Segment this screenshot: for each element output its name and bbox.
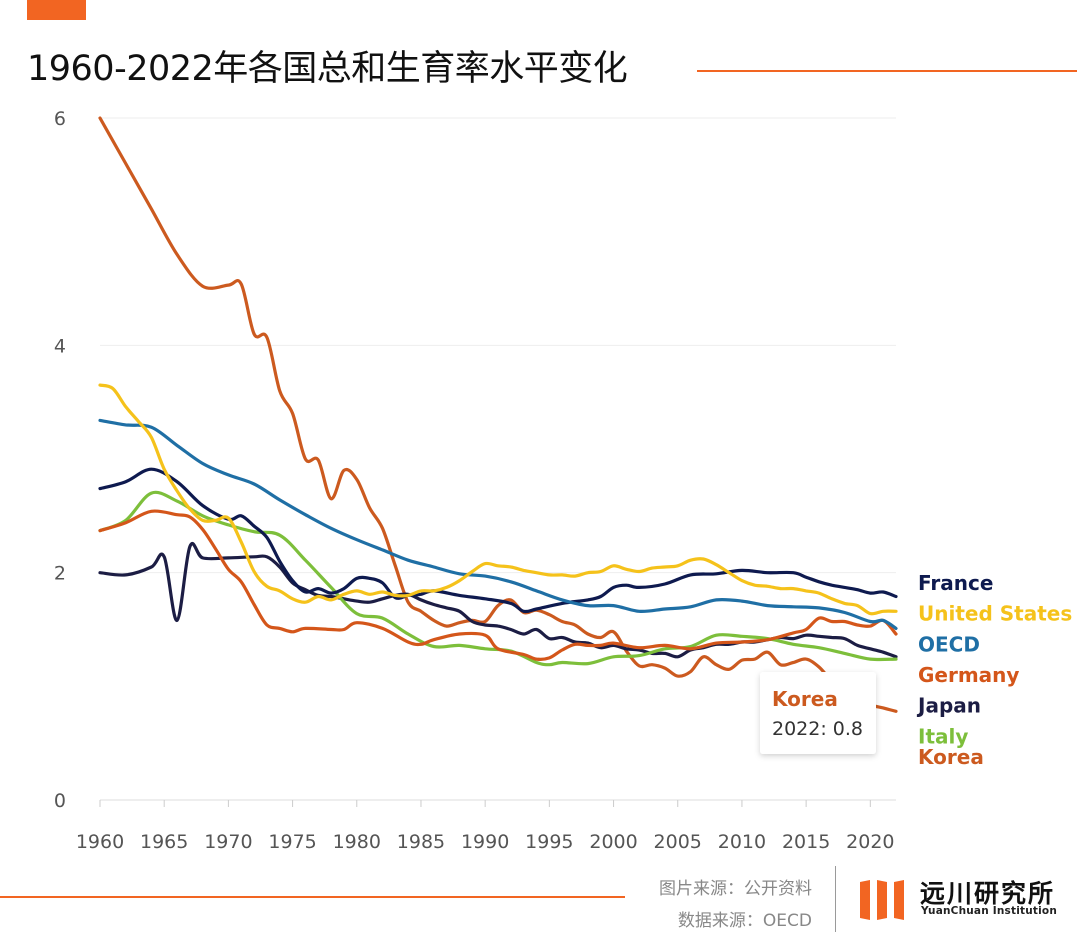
end-label-korea: Korea: [918, 745, 984, 769]
tooltip-series-name: Korea: [772, 687, 838, 711]
series-line-korea[interactable]: [98, 116, 898, 713]
fertility-line-chart: 0 2 4 6 1960 1965 1970 1975 1980 1985 1990 1995 2000…: [54, 108, 1072, 853]
series-line-oecd[interactable]: [98, 418, 898, 630]
tooltip[interactable]: Korea 2022: 0.8: [760, 672, 876, 754]
x-tick-label: 1995: [525, 831, 573, 853]
x-tick-label: 2020: [846, 831, 894, 853]
logo-en-text: YuanChuan Institution: [921, 905, 1057, 917]
footer-divider: [835, 866, 836, 932]
x-tick-label: 1960: [76, 831, 124, 853]
y-tick-label: 4: [54, 335, 66, 357]
logo-mark-icon: [860, 880, 904, 920]
tooltip-value: 2022: 0.8: [772, 718, 863, 740]
end-labels: France United States OECD Germany Japan Italy…: [916, 571, 1072, 769]
y-tick-label: 2: [54, 563, 66, 585]
series-line-france[interactable]: [98, 467, 898, 614]
axes: 0 2 4 6 1960 1965 1970 1975 1980 1985 1990 1995 2000…: [54, 108, 896, 853]
x-tick-label: 1985: [397, 831, 445, 853]
title-rule: [697, 70, 1077, 72]
accent-block: [27, 0, 86, 20]
x-tick-label: 2010: [718, 831, 766, 853]
x-tick-label: 2015: [782, 831, 830, 853]
x-tick-label: 1975: [268, 831, 316, 853]
x-tick-label: 2000: [589, 831, 637, 853]
end-label-united-states: United States: [918, 602, 1072, 626]
footer-rule: [0, 896, 625, 898]
series-lines: [98, 116, 898, 713]
y-tick-label: 6: [54, 108, 66, 130]
series-line-united-states[interactable]: [98, 383, 898, 616]
tooltip-box: [760, 672, 876, 754]
end-label-germany: Germany: [918, 663, 1019, 687]
series-line-germany[interactable]: [98, 509, 898, 661]
image-source-text: 图片来源：公开资料: [659, 879, 812, 899]
x-tick-label: 1965: [140, 831, 188, 853]
x-tick-label: 1980: [333, 831, 381, 853]
y-tick-label: 0: [54, 790, 66, 812]
gridlines: [100, 117, 896, 574]
x-tick-label: 2005: [654, 831, 702, 853]
data-source-text: 数据来源：OECD: [677, 911, 812, 931]
x-tick-label: 1990: [461, 831, 509, 853]
page-title: 1960-2022年各国总和生育率水平变化: [27, 49, 628, 89]
logo-cn-text: 远川研究所: [920, 879, 1056, 908]
end-label-france: France: [918, 571, 993, 595]
end-label-japan: Japan: [916, 694, 981, 718]
end-label-oecd: OECD: [918, 632, 980, 656]
end-label-italy: Italy: [918, 724, 968, 748]
x-tick-label: 1970: [204, 831, 252, 853]
